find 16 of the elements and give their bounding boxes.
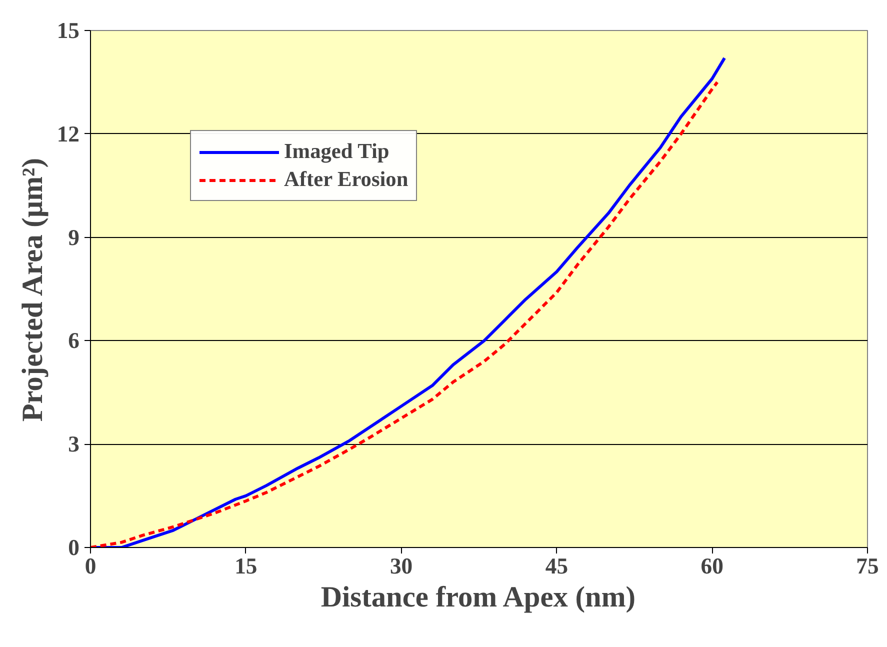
legend-label: Imaged Tip <box>284 139 390 164</box>
x-tick-label: 0 <box>84 554 96 578</box>
legend-label: After Erosion <box>284 167 408 192</box>
y-axis-title: Projected Area (μm²) <box>16 158 49 422</box>
x-tick-label: 30 <box>390 554 413 578</box>
y-tick-label: 6 <box>68 328 80 354</box>
y-tick-label: 0 <box>68 535 80 560</box>
x-tick-label: 60 <box>700 554 724 578</box>
x-tick-label: 75 <box>856 554 879 578</box>
y-tick-label: 3 <box>68 432 80 457</box>
y-tick-label: 12 <box>56 121 80 146</box>
x-tick-label: 45 <box>545 554 568 578</box>
x-tick-label: 15 <box>234 554 258 578</box>
y-tick-label: 15 <box>56 18 80 43</box>
y-tick-label: 9 <box>68 224 80 250</box>
x-axis-title: Distance from Apex (nm) <box>320 582 636 614</box>
